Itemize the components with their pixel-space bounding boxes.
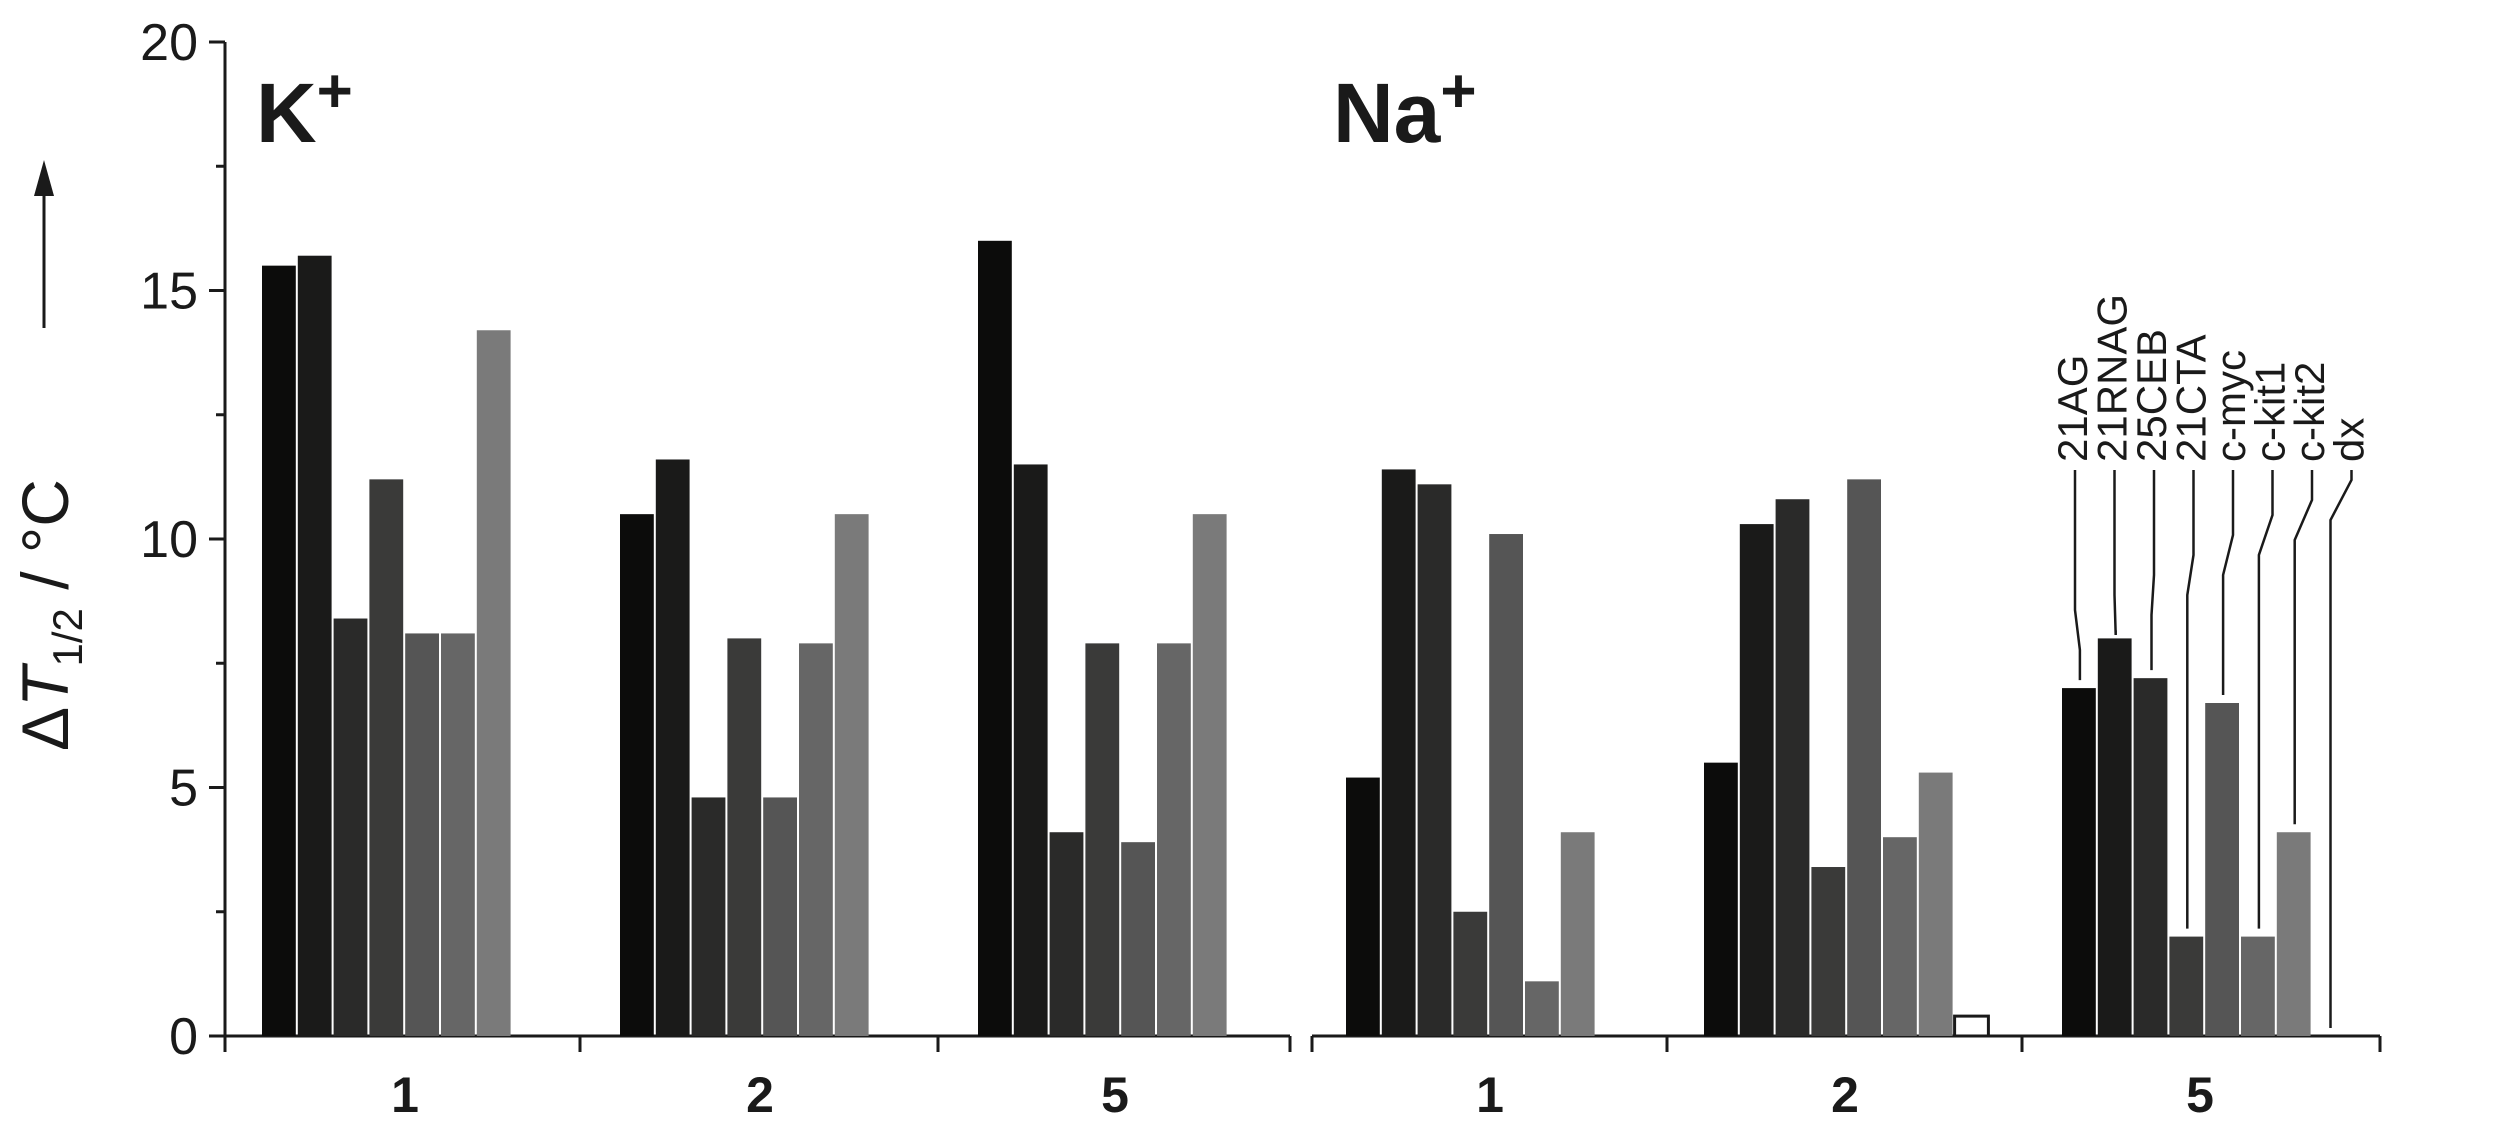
bar-na-1-21ag bbox=[1346, 777, 1380, 1036]
leader-line-c-kit1 bbox=[2257, 470, 2274, 929]
y-axis-arrow bbox=[34, 160, 54, 328]
bar-na-5-25ceb bbox=[2133, 678, 2168, 1036]
y-axis-title-delta: Δ bbox=[8, 707, 82, 751]
x-tick-label-k-5: 5 bbox=[1101, 1067, 1129, 1123]
bar-na-1-c-kit2 bbox=[1560, 832, 1595, 1036]
bar-k-1-c-myc bbox=[405, 633, 439, 1036]
bar-k-2-21cta bbox=[727, 638, 762, 1036]
bar-na-5-21rnag bbox=[2097, 638, 2132, 1036]
y-tick-label-15: 15 bbox=[140, 263, 198, 321]
x-ticks: 1 2 5 1 2 5 bbox=[223, 1036, 2382, 1123]
bar-k-5-c-myc bbox=[1121, 842, 1155, 1036]
bar-k-1-21rnag bbox=[297, 255, 332, 1036]
bar-k-1-21cta bbox=[369, 479, 404, 1036]
y-axis-title-unit: / °C bbox=[8, 479, 82, 608]
y-axis-title: ΔT1/2 / °C bbox=[8, 479, 91, 751]
y-axis-title-symbol: T bbox=[8, 662, 82, 707]
y-tick-label-10: 10 bbox=[140, 511, 198, 569]
x-tick-label-na-1: 1 bbox=[1476, 1067, 1504, 1123]
bar-k-2-21ag bbox=[620, 514, 654, 1036]
x-tick-label-k-2: 2 bbox=[746, 1067, 774, 1123]
leader-line-c-kit2 bbox=[2293, 470, 2314, 825]
panel-label-k: K+ bbox=[256, 57, 353, 160]
bar-k-2-c-kit2 bbox=[834, 514, 869, 1036]
series-label-c-kit2: c-kit2 bbox=[2286, 362, 2333, 462]
bar-na-5-21cta bbox=[2169, 936, 2204, 1036]
x-tick-label-k-1: 1 bbox=[391, 1067, 419, 1123]
bar-na-1-c-kit1 bbox=[1525, 981, 1559, 1036]
series-label-21ag: 21AG bbox=[2049, 355, 2096, 462]
bar-k-5-21ag bbox=[978, 240, 1012, 1037]
bar-k-2-c-kit1 bbox=[799, 643, 833, 1036]
bar-na-2-21rnag bbox=[1739, 524, 1774, 1036]
leader-line-21rnag bbox=[2113, 470, 2117, 636]
bar-na-2-c-kit2 bbox=[1918, 772, 1953, 1036]
bar-k-2-21rnag bbox=[655, 459, 690, 1037]
bar-na-1-c-myc bbox=[1489, 534, 1523, 1036]
bar-k-1-21ag bbox=[262, 265, 296, 1036]
series-label-25ceb: 25CEB bbox=[2128, 329, 2175, 462]
y-tick-label-20: 20 bbox=[140, 14, 198, 72]
bar-k-1-c-kit1 bbox=[441, 633, 475, 1036]
series-label-21rnag: 21RNAG bbox=[2089, 294, 2136, 462]
bar-k-1-c-kit2 bbox=[476, 330, 511, 1036]
bar-k-5-c-kit1 bbox=[1157, 643, 1191, 1036]
bar-k-5-21rnag bbox=[1013, 464, 1048, 1036]
bar-na-5-c-kit1 bbox=[2241, 936, 2275, 1036]
bar-na-2-c-myc bbox=[1847, 479, 1881, 1036]
series-label-c-kit1: c-kit1 bbox=[2247, 362, 2294, 462]
bar-na-2-21cta bbox=[1811, 867, 1846, 1036]
panel-label-na: Na+ bbox=[1333, 57, 1477, 160]
series-label-dx: dx bbox=[2326, 418, 2373, 462]
bar-na-1-21cta bbox=[1453, 911, 1488, 1036]
bar-k-2-25ceb bbox=[691, 797, 726, 1036]
leader-line-21cta bbox=[2186, 470, 2195, 929]
y-ticks: 0 5 10 15 20 bbox=[140, 14, 225, 1066]
bar-k-1-25ceb bbox=[333, 618, 368, 1036]
plot-area: K+ Na+ bbox=[256, 57, 2311, 1038]
bar-k-2-c-myc bbox=[763, 797, 797, 1036]
x-tick-label-na-2: 2 bbox=[1831, 1067, 1859, 1123]
bar-na-5-21ag bbox=[2062, 688, 2096, 1036]
bar-na-2-21ag bbox=[1704, 762, 1738, 1036]
series-label-21cta: 21CTA bbox=[2168, 334, 2215, 462]
svg-text:ΔT1/2 / °C: ΔT1/2 / °C bbox=[8, 479, 91, 751]
bar-k-5-c-kit2 bbox=[1192, 514, 1227, 1036]
leader-line-21ag bbox=[2073, 470, 2082, 681]
y-tick-label-0: 0 bbox=[169, 1008, 198, 1066]
bar-na-2-25ceb bbox=[1775, 499, 1810, 1036]
bar-na-2-dx bbox=[1953, 1014, 1990, 1038]
y-axis-title-subscript: 1/2 bbox=[44, 608, 91, 666]
bar-na-5-c-myc bbox=[2205, 703, 2239, 1036]
leader-line-c-myc bbox=[2221, 470, 2235, 696]
bar-na-2-c-kit1 bbox=[1883, 837, 1917, 1036]
leader-line-dx bbox=[2329, 470, 2353, 1028]
bar-na-1-21rnag bbox=[1381, 469, 1416, 1036]
leader-line-25ceb bbox=[2150, 470, 2156, 671]
bar-k-5-25ceb bbox=[1049, 832, 1084, 1036]
bar-k-5-21cta bbox=[1085, 643, 1120, 1036]
y-tick-label-5: 5 bbox=[169, 760, 198, 818]
x-tick-label-na-5: 5 bbox=[2186, 1067, 2214, 1123]
bar-na-1-25ceb bbox=[1417, 484, 1452, 1037]
bar-na-5-c-kit2 bbox=[2276, 832, 2311, 1036]
series-label-c-myc: c-myc bbox=[2207, 350, 2254, 462]
